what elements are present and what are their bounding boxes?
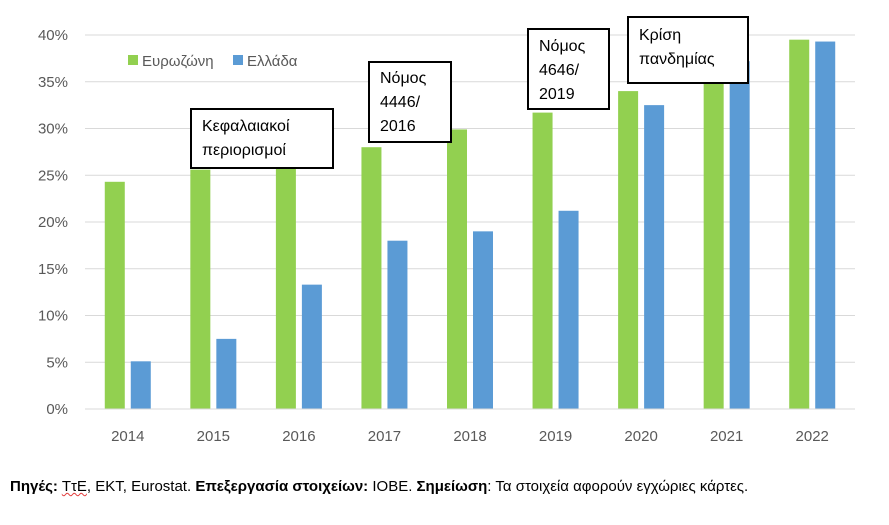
processing-value: ΙΟΒΕ. — [368, 478, 417, 495]
legend-label: Ελλάδα — [247, 53, 298, 70]
x-tick-label: 2021 — [710, 428, 743, 445]
bar-eurozone-2014 — [104, 181, 125, 409]
x-tick-label: 2015 — [197, 428, 230, 445]
bars — [104, 39, 836, 410]
annotation-capital-controls: Κεφαλαιακοί περιορισμοί — [190, 108, 334, 169]
x-tick-label: 2022 — [796, 428, 829, 445]
bar-greece-2018 — [473, 231, 493, 409]
bar-greece-2017 — [387, 240, 408, 409]
y-tick-label: 5% — [46, 354, 68, 371]
note-value: : Τα στοιχεία αφορούν εγχώριες κάρτες. — [487, 478, 749, 495]
bar-eurozone-2016 — [275, 157, 296, 409]
y-tick-label: 20% — [38, 214, 68, 231]
bar-greece-2016 — [301, 284, 322, 409]
bar-eurozone-2021 — [703, 67, 724, 409]
note-label: Σημείωση — [416, 478, 488, 495]
x-tick-label: 2020 — [624, 428, 657, 445]
bar-greece-2020 — [644, 105, 665, 409]
x-tick-label: 2014 — [111, 428, 144, 445]
bar-eurozone-2020 — [618, 91, 639, 409]
legend-swatch — [233, 55, 243, 65]
source-note: Πηγές: ΤτΕ, ΕΚΤ, Eurostat. Επεξεργασία σ… — [10, 478, 885, 495]
bar-greece-2014 — [130, 361, 151, 409]
annotation-line: 4646/ — [539, 62, 580, 79]
y-tick-label: 30% — [38, 121, 68, 138]
annotation-line: περιορισμοί — [202, 142, 286, 159]
annotation-line: Κρίση — [639, 27, 682, 44]
sources-label: Πηγές: — [10, 478, 58, 495]
bar-greece-2022 — [815, 41, 836, 410]
annotation-line: 2016 — [380, 118, 416, 135]
sources-rest: , ΕΚΤ, Eurostat. — [86, 478, 196, 495]
bar-eurozone-2019 — [532, 112, 553, 409]
bar-eurozone-2017 — [361, 147, 382, 409]
x-tick-label: 2016 — [282, 428, 315, 445]
legend: Ευρωζώνη Ελλάδα — [128, 53, 298, 70]
bar-greece-2019 — [558, 210, 579, 409]
processing-label: Επεξεργασία στοιχείων: — [195, 478, 369, 495]
y-axis: 0% 5% 10% 15% 20% 25% 30% 35% 40% — [38, 27, 68, 418]
y-tick-label: 0% — [46, 401, 68, 418]
annotation-pandemic-crisis: Κρίση πανδημίας — [627, 16, 749, 84]
x-tick-label: 2018 — [453, 428, 486, 445]
y-tick-label: 10% — [38, 308, 68, 325]
annotation-line: Κεφαλαιακοί — [202, 118, 290, 135]
legend-swatch — [128, 55, 138, 65]
bar-greece-2015 — [216, 338, 237, 409]
y-tick-label: 40% — [38, 27, 68, 44]
bar-greece-2021 — [729, 61, 750, 410]
x-tick-label: 2019 — [539, 428, 572, 445]
annotation-line: 4446/ — [380, 94, 421, 111]
sources-first: ΤτΕ — [61, 478, 87, 495]
annotation-line: πανδημίας — [639, 51, 715, 68]
annotation-line: 2019 — [539, 86, 575, 103]
legend-label: Ευρωζώνη — [142, 53, 214, 70]
bar-eurozone-2015 — [190, 169, 211, 409]
x-tick-label: 2017 — [368, 428, 401, 445]
y-tick-label: 35% — [38, 74, 68, 91]
annotation-law-4646-2019: Νόμος 4646/ 2019 — [527, 28, 610, 110]
annotation-law-4446-2016: Νόμος 4446/ 2016 — [368, 61, 452, 143]
y-tick-label: 25% — [38, 167, 68, 184]
annotation-line: Νόμος — [539, 38, 586, 55]
bar-eurozone-2022 — [789, 39, 810, 410]
bar-chart: 0%5%10%15%20%25%30%35%40% 2014 2015 2016 20… — [38, 27, 855, 445]
annotation-line: Νόμος — [380, 70, 427, 87]
bar-eurozone-2018 — [447, 129, 467, 409]
y-tick-label: 15% — [38, 261, 68, 278]
x-axis: 2014 2015 2016 2017 2018 2019 2020 2021 2022 — [85, 408, 855, 445]
